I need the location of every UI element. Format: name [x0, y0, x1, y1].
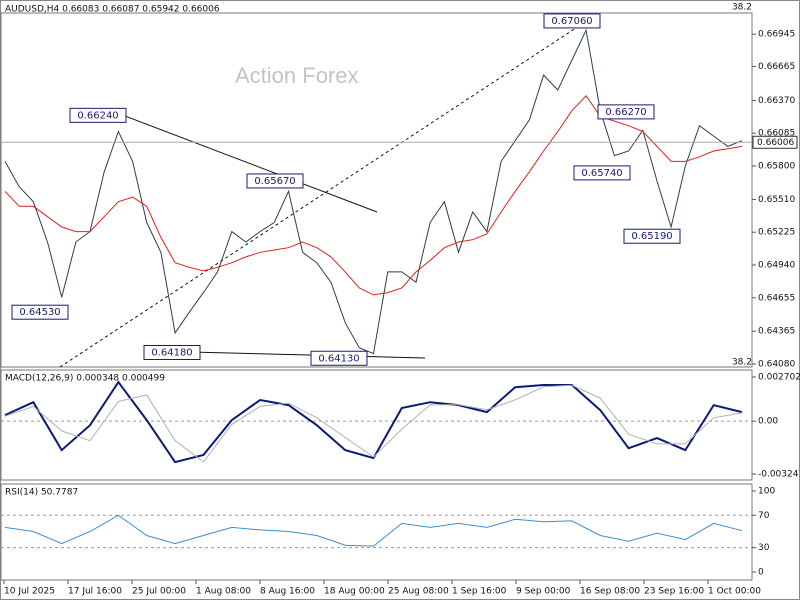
price-annotation-box [310, 350, 368, 366]
price-annotation: 0.64130 [318, 353, 359, 364]
y-tick-label: 0.64655 [758, 293, 795, 303]
price-annotation-box [246, 173, 304, 189]
x-tick-label: 16 Sep 08:00 [580, 587, 640, 597]
x-tick-label: 17 Jul 16:00 [68, 587, 122, 597]
x-tick-label: 9 Sep 00:00 [516, 587, 571, 597]
macd-title: MACD(12,26,9) 0.000348 0.000499 [5, 374, 165, 384]
price-annotation: 0.64180 [151, 347, 192, 358]
series-line [4, 28, 743, 355]
price-annotation-box [11, 304, 69, 320]
x-tick-label: 8 Aug 16:00 [260, 587, 315, 597]
y-tick-label: 0.65510 [758, 195, 795, 205]
price-annotation-box [597, 104, 655, 120]
y-tick-label: 0.64365 [758, 327, 795, 337]
y-tick-label: 100 [758, 486, 775, 496]
series-line [4, 95, 743, 296]
price-annotation: 0.65670 [254, 176, 295, 187]
x-tick-label: 1 Aug 08:00 [196, 587, 251, 597]
y-tick-label: 0.66085 [758, 129, 795, 139]
price-annotation: 0.64530 [19, 307, 60, 318]
series-line [4, 380, 743, 464]
y-tick-label: 70 [758, 511, 770, 521]
price-annotation: 0.66240 [77, 110, 118, 121]
price-annotation-box [543, 13, 601, 29]
y-tick-label: 0.002702 [758, 373, 800, 383]
support-line [189, 351, 426, 359]
y-tick-label: 0.66945 [758, 30, 795, 40]
x-tick-label: 25 Jul 00:00 [132, 587, 186, 597]
y-tick-label: 0.66665 [758, 62, 795, 72]
price-annotation: 0.65740 [581, 168, 622, 179]
trend-channel [59, 21, 586, 368]
y-tick-label: 0.66370 [758, 96, 795, 106]
price-panel [0, 12, 753, 368]
price-annotation-box [573, 165, 631, 181]
rsi-title: RSI(14) 50.7787 [5, 488, 78, 498]
fib-label: 38.2 [732, 358, 752, 368]
last-price-label: 0.66006 [757, 138, 794, 148]
series-line [4, 384, 743, 463]
x-tick-label: 23 Sep 16:00 [644, 587, 704, 597]
x-tick-label: 1 Oct 00:00 [708, 587, 761, 597]
price-annotation: 0.65190 [631, 231, 672, 242]
price-annotation: 0.67060 [551, 16, 592, 27]
price-title: AUDUSD,H4 0.66083 0.66087 0.65942 0.6600… [5, 5, 220, 15]
y-tick-label: 0.65800 [758, 161, 795, 171]
trend-line [124, 115, 378, 213]
x-tick-label: 18 Aug 00:00 [324, 587, 385, 597]
x-tick-label: 10 Jul 2025 [4, 587, 55, 597]
last-price-box [752, 135, 798, 149]
y-tick-label: 0 [758, 567, 764, 577]
price-annotation: 0.66270 [605, 107, 646, 118]
y-tick-label: 0.64080 [758, 360, 795, 370]
macd-panel [0, 369, 753, 481]
x-tick-label: 25 Aug 08:00 [388, 587, 449, 597]
price-annotation-box [69, 107, 127, 123]
price-annotation-box [143, 344, 201, 360]
watermark: Action Forex [235, 63, 359, 88]
rsi-panel [0, 483, 753, 581]
y-tick-label: 0.00 [758, 417, 778, 427]
y-tick-label: 0.65225 [758, 228, 795, 238]
y-tick-label: 0.64940 [758, 261, 795, 271]
fib-label: 38.2 [732, 3, 752, 13]
y-tick-label: 30 [758, 543, 770, 553]
price-annotation-box [623, 228, 681, 244]
x-tick-label: 1 Sep 16:00 [452, 587, 507, 597]
y-tick-label: -0.003241 [758, 469, 800, 479]
series-line [4, 514, 743, 547]
